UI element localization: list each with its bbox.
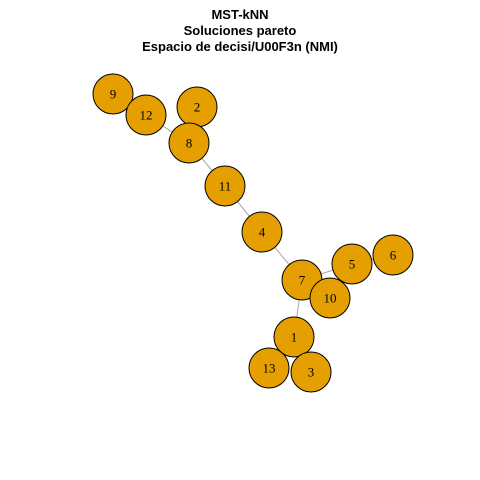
node-circle-10 xyxy=(309,277,351,319)
node-11: 11 xyxy=(204,165,246,207)
node-circle-4 xyxy=(241,211,283,253)
node-4: 4 xyxy=(241,211,283,253)
node-circle-5 xyxy=(331,243,373,285)
node-circle-11 xyxy=(204,165,246,207)
title-line-2: Soluciones pareto xyxy=(184,23,297,38)
node-label-12: 12 xyxy=(140,108,153,123)
title-line-1: MST-kNN xyxy=(211,7,268,22)
nodes-layer: 9 12 2 8 11 4 6 5 7 10 1 13 3 xyxy=(92,73,414,393)
node-12: 12 xyxy=(125,94,167,136)
node-label-9: 9 xyxy=(110,87,117,102)
node-label-7: 7 xyxy=(299,273,306,288)
node-5: 5 xyxy=(331,243,373,285)
node-8: 8 xyxy=(168,122,210,164)
node-9: 9 xyxy=(92,73,134,115)
node-label-10: 10 xyxy=(324,291,337,306)
node-6: 6 xyxy=(372,234,414,276)
node-label-2: 2 xyxy=(194,100,201,115)
figure-title: MST-kNN Soluciones pareto Espacio de dec… xyxy=(142,7,338,54)
node-circle-6 xyxy=(372,234,414,276)
node-label-13: 13 xyxy=(263,361,276,376)
node-10: 10 xyxy=(309,277,351,319)
node-label-3: 3 xyxy=(308,365,315,380)
title-line-3: Espacio de decisi/U00F3n (NMI) xyxy=(142,39,338,54)
node-label-8: 8 xyxy=(186,136,193,151)
node-label-4: 4 xyxy=(259,225,266,240)
node-label-5: 5 xyxy=(349,257,356,272)
node-circle-9 xyxy=(92,73,134,115)
node-circle-3 xyxy=(290,351,332,393)
node-circle-12 xyxy=(125,94,167,136)
node-label-1: 1 xyxy=(291,330,298,345)
node-2: 2 xyxy=(176,86,218,128)
node-1: 1 xyxy=(273,316,315,358)
node-3: 3 xyxy=(290,351,332,393)
node-circle-8 xyxy=(168,122,210,164)
node-13: 13 xyxy=(248,347,290,389)
node-circle-13 xyxy=(248,347,290,389)
node-circle-1 xyxy=(273,316,315,358)
node-label-6: 6 xyxy=(390,248,397,263)
node-label-11: 11 xyxy=(219,179,232,194)
